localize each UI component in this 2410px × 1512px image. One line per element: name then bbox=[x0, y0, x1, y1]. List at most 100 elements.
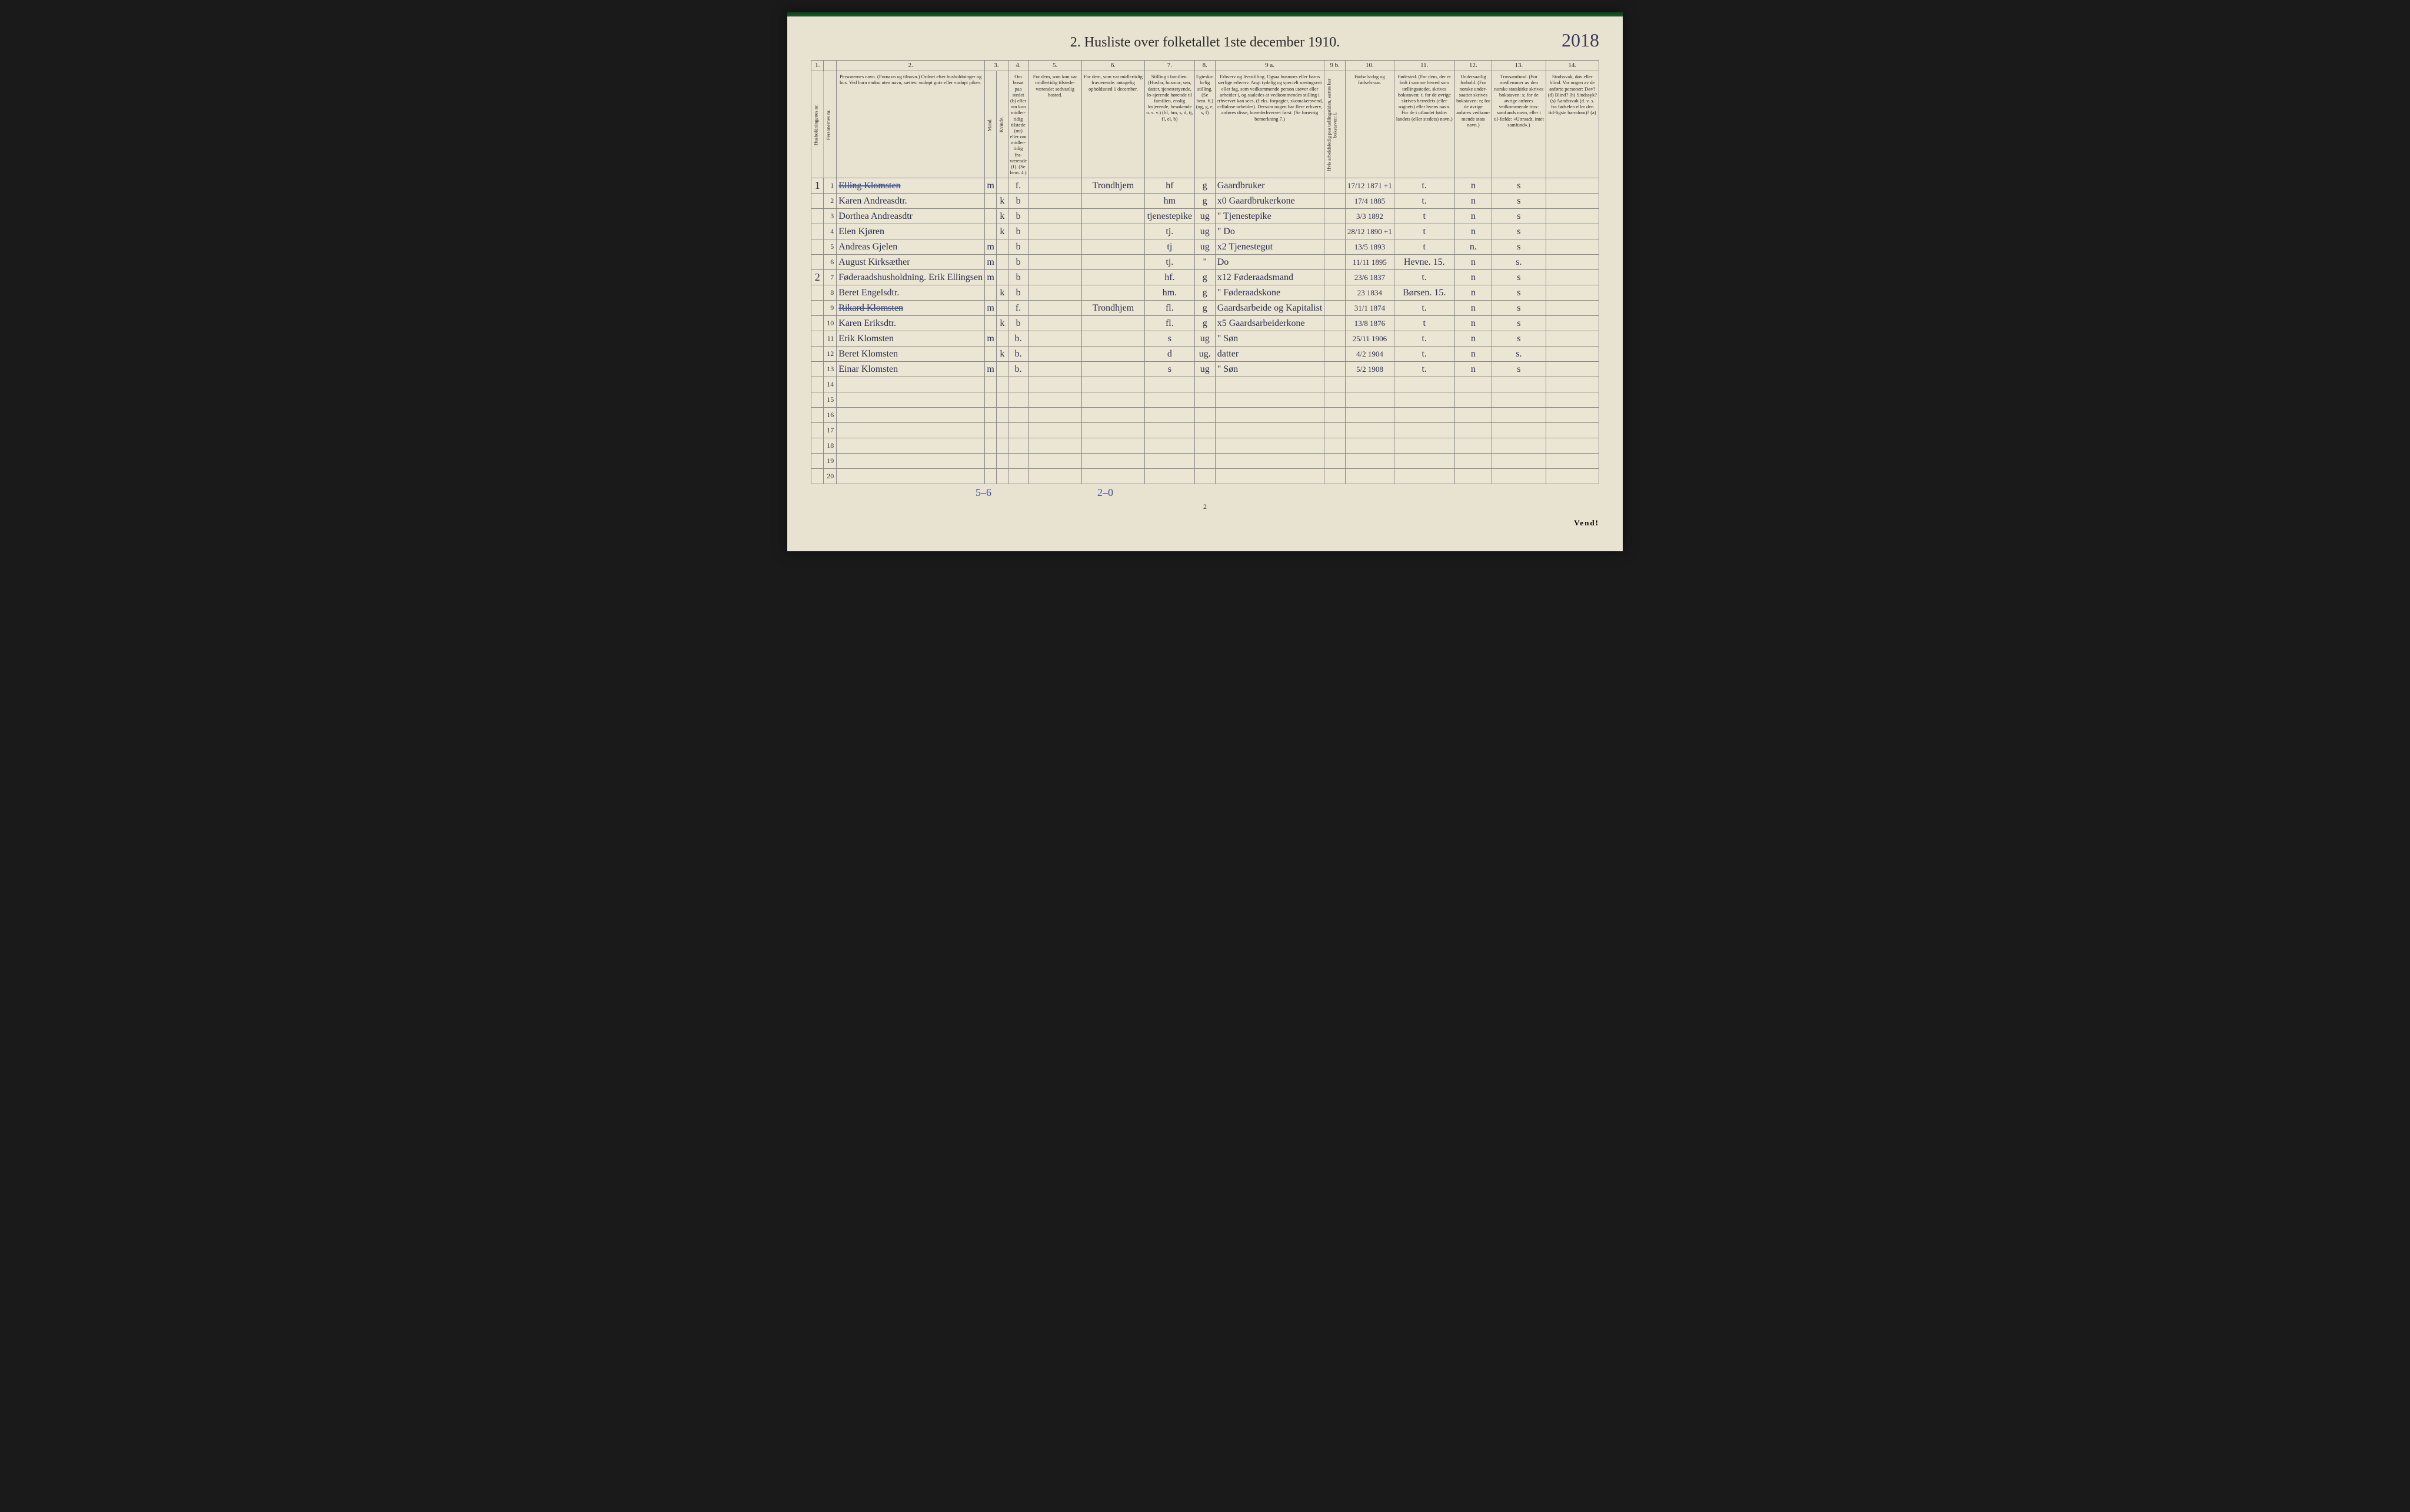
colnum-11: 11. bbox=[1394, 61, 1454, 71]
cell-marital: g bbox=[1194, 270, 1215, 285]
cell-religion: s bbox=[1492, 301, 1546, 316]
hdr-disability: Sindssvak, døv eller blind. Var nogen av… bbox=[1546, 71, 1599, 178]
cell-family-position bbox=[1144, 469, 1194, 484]
cell-marital bbox=[1194, 408, 1215, 423]
footer-note-1: 5–6 bbox=[976, 487, 991, 499]
cell-unemployed bbox=[1324, 270, 1346, 285]
column-header-row: Husholdningenes nr. Personernes nr. Pers… bbox=[811, 71, 1599, 178]
cell-residence: b. bbox=[1008, 331, 1028, 347]
cell-name bbox=[837, 392, 985, 408]
cell-temp-present bbox=[1028, 255, 1081, 270]
cell-temp-absent bbox=[1081, 408, 1144, 423]
cell-religion: s bbox=[1492, 178, 1546, 194]
cell-unemployed bbox=[1324, 362, 1346, 377]
cell-birthdate: 28/12 1890 +1 bbox=[1345, 224, 1394, 239]
cell-household-no bbox=[811, 285, 824, 301]
cell-unemployed bbox=[1324, 392, 1346, 408]
cell-sex-k: k bbox=[997, 209, 1008, 224]
cell-sex-k bbox=[997, 270, 1008, 285]
cell-temp-present bbox=[1028, 209, 1081, 224]
cell-sex-m bbox=[985, 423, 997, 438]
cell-temp-absent bbox=[1081, 362, 1144, 377]
cell-temp-present bbox=[1028, 270, 1081, 285]
column-number-row: 1. 2. 3. 4. 5. 6. 7. 8. 9 a. 9 b. 10. 11… bbox=[811, 61, 1599, 71]
cell-family-position: fl. bbox=[1144, 301, 1194, 316]
colnum-1: 1. bbox=[811, 61, 824, 71]
table-row: 2Karen Andreasdtr.kbhmgx0 Gaardbrukerkon… bbox=[811, 194, 1599, 209]
cell-sex-m: m bbox=[985, 255, 997, 270]
cell-name: Karen Andreasdtr. bbox=[837, 194, 985, 209]
cell-religion: s. bbox=[1492, 347, 1546, 362]
cell-occupation bbox=[1215, 408, 1324, 423]
cell-residence: b. bbox=[1008, 347, 1028, 362]
cell-marital bbox=[1194, 438, 1215, 454]
hdr-marital: Egteska-belig stilling. (Se bem. 6.) (ug… bbox=[1194, 71, 1215, 178]
cell-birthplace bbox=[1394, 438, 1454, 454]
cell-birthdate bbox=[1345, 438, 1394, 454]
cell-sex-k bbox=[997, 178, 1008, 194]
cell-household-no bbox=[811, 347, 824, 362]
cell-person-no: 1 bbox=[824, 178, 837, 194]
cell-sex-k bbox=[997, 255, 1008, 270]
cell-household-no bbox=[811, 301, 824, 316]
census-table: 1. 2. 3. 4. 5. 6. 7. 8. 9 a. 9 b. 10. 11… bbox=[811, 60, 1599, 484]
cell-name: Beret Engelsdtr. bbox=[837, 285, 985, 301]
cell-family-position bbox=[1144, 392, 1194, 408]
cell-birthdate: 17/4 1885 bbox=[1345, 194, 1394, 209]
cell-name bbox=[837, 408, 985, 423]
cell-temp-present bbox=[1028, 331, 1081, 347]
cell-name: Dorthea Andreasdtr bbox=[837, 209, 985, 224]
cell-marital: ug bbox=[1194, 362, 1215, 377]
cell-residence: b bbox=[1008, 224, 1028, 239]
cell-name: Elling Klomsten bbox=[837, 178, 985, 194]
cell-marital: g bbox=[1194, 301, 1215, 316]
cell-household-no: 1 bbox=[811, 178, 824, 194]
cell-family-position: hm. bbox=[1144, 285, 1194, 301]
cell-name bbox=[837, 438, 985, 454]
cell-temp-present bbox=[1028, 285, 1081, 301]
cell-sex-k bbox=[997, 239, 1008, 255]
cell-name: Beret Klomsten bbox=[837, 347, 985, 362]
cell-temp-present bbox=[1028, 423, 1081, 438]
table-row: 16 bbox=[811, 408, 1599, 423]
cell-household-no bbox=[811, 255, 824, 270]
cell-name bbox=[837, 377, 985, 392]
cell-citizenship: n bbox=[1454, 316, 1492, 331]
table-row: 14 bbox=[811, 377, 1599, 392]
cell-person-no: 12 bbox=[824, 347, 837, 362]
cell-birthplace bbox=[1394, 392, 1454, 408]
cell-family-position bbox=[1144, 438, 1194, 454]
table-row: 10Karen Eriksdtr.kbfl.gx5 Gaardsarbeider… bbox=[811, 316, 1599, 331]
cell-disability bbox=[1546, 209, 1599, 224]
cell-citizenship bbox=[1454, 438, 1492, 454]
cell-sex-m bbox=[985, 408, 997, 423]
cell-marital: ug bbox=[1194, 209, 1215, 224]
cell-person-no: 10 bbox=[824, 316, 837, 331]
cell-sex-m bbox=[985, 454, 997, 469]
hdr-family-position: Stilling i familien. (Husfar, husmor, sø… bbox=[1144, 71, 1194, 178]
cell-residence: f. bbox=[1008, 178, 1028, 194]
cell-citizenship: n bbox=[1454, 362, 1492, 377]
cell-birthdate: 13/8 1876 bbox=[1345, 316, 1394, 331]
hdr-sex-m-label: Mand. bbox=[986, 118, 992, 131]
table-row: 27Føderaadshusholdning. Erik Ellingsenmb… bbox=[811, 270, 1599, 285]
cell-birthdate: 3/3 1892 bbox=[1345, 209, 1394, 224]
cell-marital bbox=[1194, 392, 1215, 408]
cell-disability bbox=[1546, 347, 1599, 362]
cell-temp-present bbox=[1028, 316, 1081, 331]
cell-marital: ug bbox=[1194, 331, 1215, 347]
cell-residence: b bbox=[1008, 255, 1028, 270]
table-row: 15 bbox=[811, 392, 1599, 408]
cell-occupation: " Do bbox=[1215, 224, 1324, 239]
cell-sex-m bbox=[985, 316, 997, 331]
table-row: 11Elling Klomstenmf.TrondhjemhfgGaardbru… bbox=[811, 178, 1599, 194]
cell-sex-m bbox=[985, 209, 997, 224]
cell-residence: b bbox=[1008, 194, 1028, 209]
cell-family-position: tj. bbox=[1144, 255, 1194, 270]
cell-family-position bbox=[1144, 454, 1194, 469]
cell-person-no: 6 bbox=[824, 255, 837, 270]
cell-sex-m: m bbox=[985, 239, 997, 255]
cell-birthdate bbox=[1345, 408, 1394, 423]
cell-citizenship: n bbox=[1454, 194, 1492, 209]
cell-residence bbox=[1008, 408, 1028, 423]
